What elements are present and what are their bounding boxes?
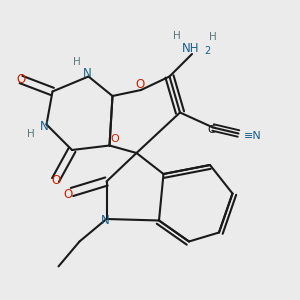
Text: N: N bbox=[100, 214, 109, 227]
Text: ≡N: ≡N bbox=[244, 131, 262, 141]
Text: O: O bbox=[64, 188, 73, 201]
Text: H: H bbox=[209, 32, 217, 42]
Text: NH: NH bbox=[182, 41, 199, 55]
Text: O: O bbox=[16, 73, 26, 86]
Text: H: H bbox=[73, 57, 80, 67]
Text: C: C bbox=[208, 125, 215, 135]
Text: H: H bbox=[173, 31, 181, 41]
Text: O: O bbox=[135, 77, 144, 91]
Text: O: O bbox=[51, 173, 60, 187]
Text: H: H bbox=[27, 128, 35, 139]
Text: 2: 2 bbox=[205, 46, 211, 56]
Text: O: O bbox=[110, 134, 119, 144]
Text: N: N bbox=[40, 119, 49, 133]
Text: N: N bbox=[82, 67, 91, 80]
